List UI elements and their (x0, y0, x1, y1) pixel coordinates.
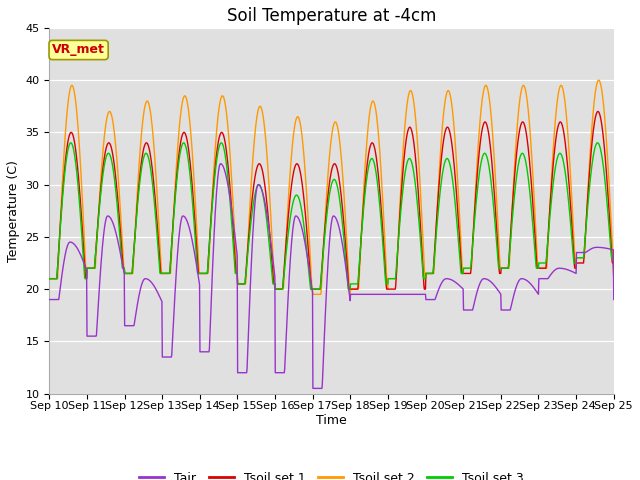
X-axis label: Time: Time (316, 414, 347, 427)
Legend: Tair, Tsoil set 1, Tsoil set 2, Tsoil set 3: Tair, Tsoil set 1, Tsoil set 2, Tsoil se… (134, 467, 529, 480)
Text: VR_met: VR_met (52, 44, 105, 57)
Title: Soil Temperature at -4cm: Soil Temperature at -4cm (227, 7, 436, 25)
Y-axis label: Temperature (C): Temperature (C) (7, 160, 20, 262)
